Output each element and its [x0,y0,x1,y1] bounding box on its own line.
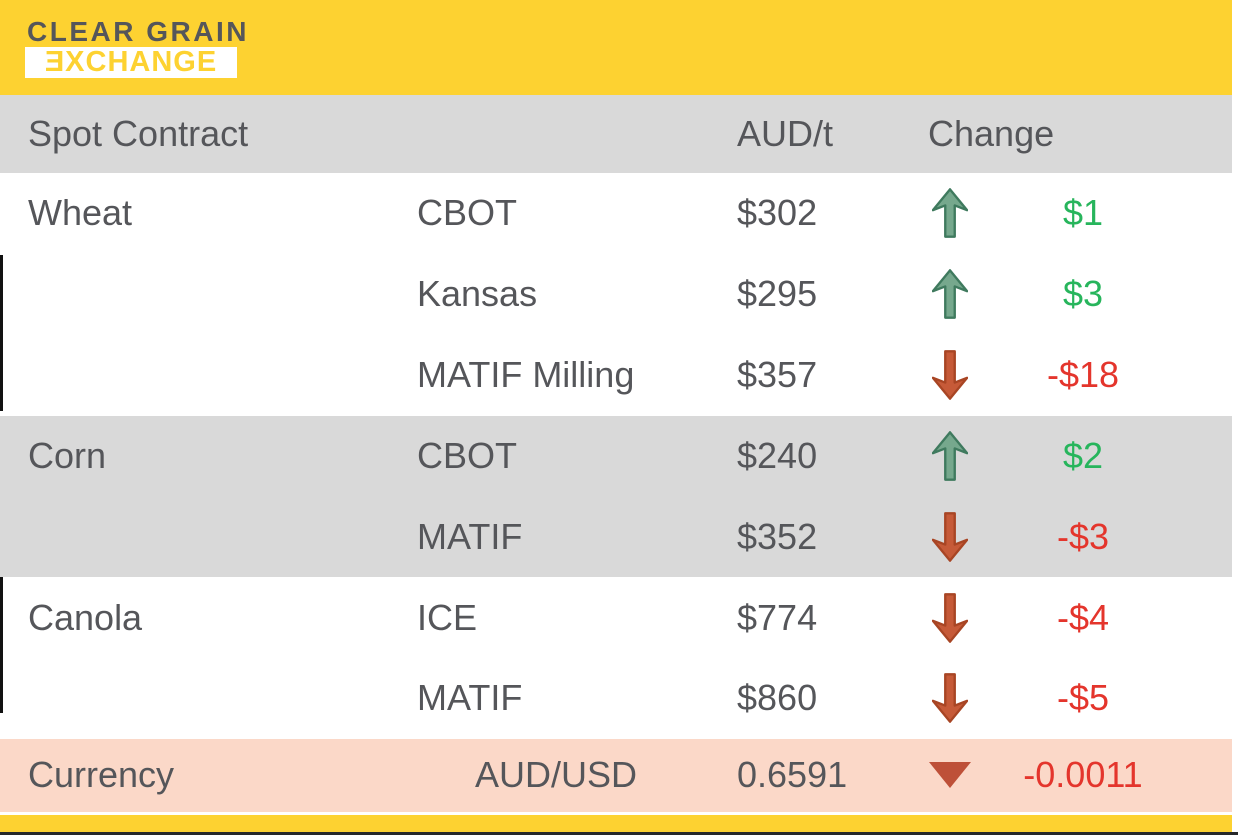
up-arrow-icon [917,186,983,240]
change-value: -$18 [1046,354,1120,396]
left-border-line [0,255,3,411]
section-canola: Canola ICE $774 -$4 MATIF $860 -$5 [0,577,1232,739]
down-arrow-icon [917,510,983,564]
header-aud-per-tonne: AUD/t [737,113,834,154]
change-value: -$4 [1056,596,1110,638]
down-arrow-icon [917,348,983,402]
price-value: $302 [737,192,818,234]
section-wheat: Wheat CBOT $302 $1 Kansas $295 $3 MATIF … [0,173,1232,416]
table-row: MATIF $352 -$3 [0,496,1232,577]
price-value: $295 [737,273,818,315]
price-value: $860 [737,677,818,719]
contract-label: Kansas [417,273,538,315]
table-row: Kansas $295 $3 [0,254,1232,335]
currency-label: Currency [28,754,175,796]
logo-band-exchange: ƎXCHANGE [25,47,237,78]
currency-rate-value: 0.6591 [737,754,848,796]
table-row: Wheat CBOT $302 $1 [0,173,1232,254]
footer-yellow-bar [0,814,1232,832]
change-value: $3 [1062,273,1104,315]
up-arrow-icon [917,267,983,321]
commodity-label: Wheat [28,192,133,234]
down-arrow-icon [917,591,983,645]
table-row: MATIF Milling $357 -$18 [0,335,1232,416]
left-border-line [0,577,3,713]
table-row: MATIF $860 -$5 [0,658,1232,739]
brand-header-bar: CLEAR GRAIN ƎXCHANGE [0,0,1232,95]
footer-gap [0,811,1232,815]
table-row: Corn CBOT $240 $2 [0,416,1232,497]
contract-label: CBOT [417,434,518,476]
price-value: $352 [737,515,818,557]
window-bottom-edge [0,832,1238,835]
commodity-label: Corn [28,434,107,476]
table-header-row: Spot Contract AUD/t Change [0,95,1232,173]
down-arrow-icon [917,671,983,725]
section-corn: Corn CBOT $240 $2 MATIF $352 -$3 [0,415,1232,578]
price-value: $240 [737,434,818,476]
up-arrow-icon [917,429,983,483]
header-spot-contract: Spot Contract [28,113,249,154]
commodity-label: Canola [28,596,143,638]
change-value: $2 [1062,434,1104,476]
currency-pair-label: AUD/USD [475,754,638,796]
contract-label: CBOT [417,192,518,234]
change-value: -$3 [1056,515,1110,557]
contract-label: ICE [417,596,478,638]
contract-label: MATIF [417,677,523,719]
change-value: $1 [1062,192,1104,234]
currency-change-value: -0.0011 [1023,754,1143,796]
price-value: $774 [737,596,818,638]
down-triangle-icon [917,759,983,791]
currency-row: Currency AUD/USD 0.6591 -0.0011 [0,738,1232,812]
change-value: -$5 [1056,677,1110,719]
clear-grain-exchange-logo: CLEAR GRAIN ƎXCHANGE [25,16,249,78]
price-value: $357 [737,354,818,396]
header-change: Change [928,113,1055,154]
table-row: Canola ICE $774 -$4 [0,577,1232,658]
contract-label: MATIF [417,515,523,557]
logo-line-exchange: ƎXCHANGE [44,46,218,78]
logo-line-clear-grain: CLEAR GRAIN [27,16,249,47]
contract-label: MATIF Milling [417,354,635,396]
